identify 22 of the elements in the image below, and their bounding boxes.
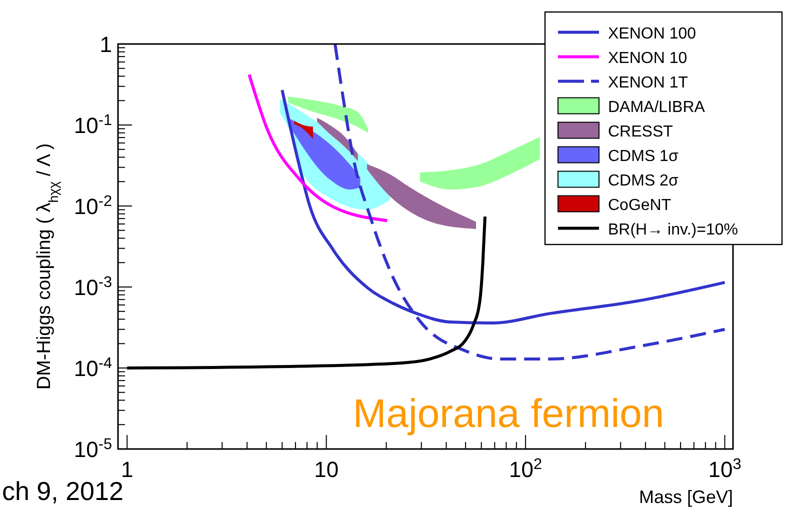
- x-tick-label: 10: [314, 457, 339, 482]
- legend-label: CoGeNT: [608, 196, 672, 214]
- legend-label: BR(H→ inv.)=10%: [608, 221, 738, 238]
- y-tick-label: 10$^{-1}$: [74, 112, 112, 138]
- x-tick-label: 1: [120, 457, 134, 482]
- y-tick-label: 10$^{-4}$: [74, 354, 112, 381]
- legend-label: XENON 10: [608, 50, 688, 67]
- y-tick-label: 10$^{-3}$: [74, 274, 112, 300]
- text: ch 9, 2012: [2, 476, 124, 506]
- legend-label: XENON 100: [608, 25, 696, 42]
- x-axis-title: Mass [GeV]: [638, 487, 733, 507]
- legend-label: CDMS 2σ: [608, 172, 678, 190]
- annotation: Majorana fermion: [352, 392, 664, 436]
- x-tick-label: 10$^{2}$: [509, 456, 542, 482]
- x-tick-label: 10$^{3}$: [708, 456, 742, 482]
- legend-label: CDMS 1σ: [608, 148, 678, 165]
- y-tick-label: 1: [100, 32, 112, 57]
- legend-label: CRESST: [608, 123, 674, 140]
- y-tick-label: 10$^{-2}$: [74, 192, 112, 219]
- legend-label: DAMA/LIBRA: [608, 98, 706, 116]
- legend-label: XENON 1T: [608, 74, 688, 92]
- y-tick-label: 10$^{-5}$: [74, 436, 112, 462]
